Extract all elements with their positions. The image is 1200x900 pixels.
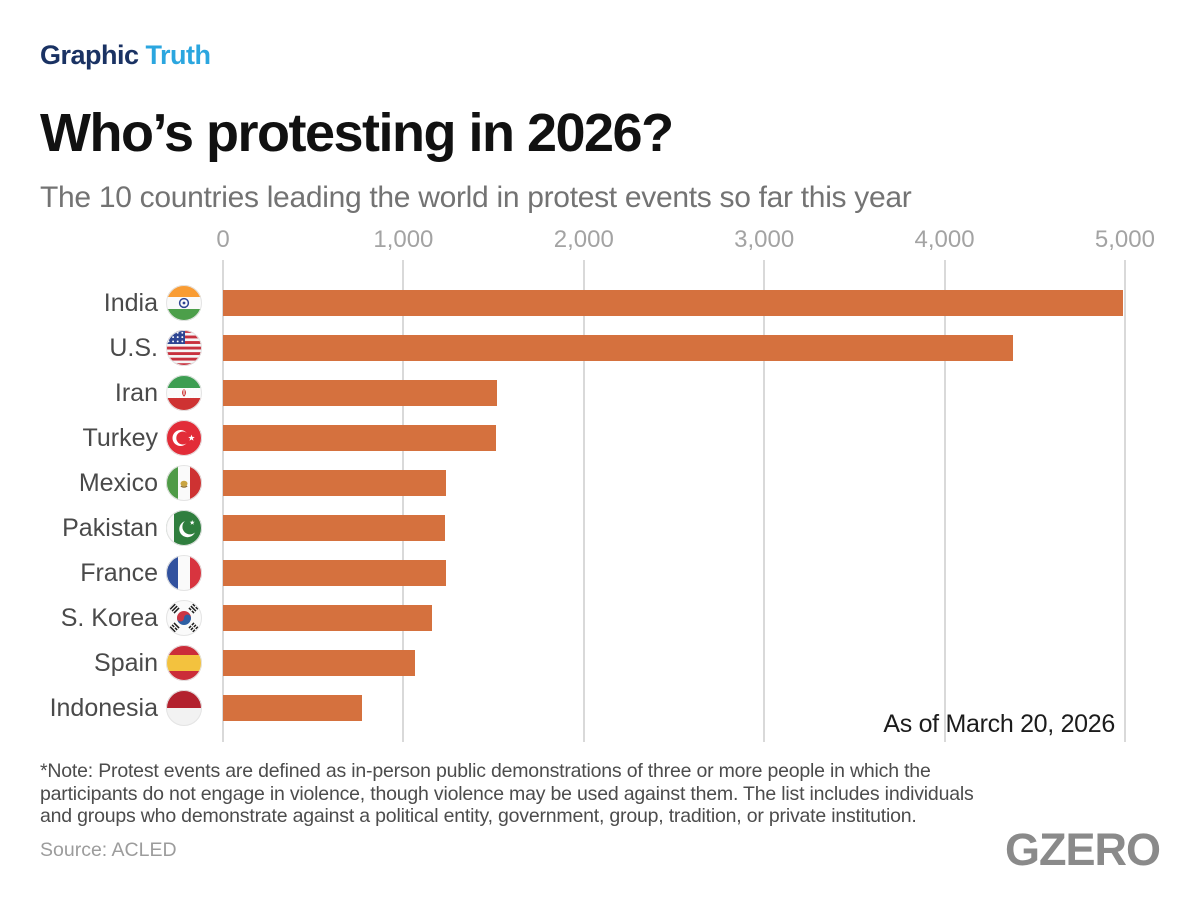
brand-label: Graphic Truth — [40, 40, 211, 71]
gridline — [943, 260, 946, 742]
protest-bar — [223, 335, 1014, 361]
spain-flag-icon — [166, 645, 202, 681]
page-subtitle: The 10 countries leading the world in pr… — [40, 181, 912, 214]
protest-bar — [223, 380, 498, 406]
india-flag-icon — [166, 285, 202, 321]
us-flag-icon — [166, 330, 202, 366]
gridline — [582, 260, 585, 742]
mexico-flag-icon — [166, 465, 202, 501]
x-tick-label: 0 — [216, 226, 230, 253]
footnote-line-3: and groups who demonstrate against a pol… — [40, 805, 917, 827]
source-label: Source: ACLED — [40, 839, 177, 861]
protest-bar — [223, 560, 446, 586]
as-of-date: As of March 20, 2026 — [883, 710, 1115, 738]
country-label: Indonesia — [49, 694, 158, 722]
gridline — [763, 260, 766, 742]
protest-bar — [223, 290, 1124, 316]
x-tick-label: 5,000 — [1094, 226, 1155, 253]
gridline — [402, 260, 405, 742]
gridline — [1123, 260, 1126, 742]
country-label: S. Korea — [60, 604, 158, 632]
pakistan-flag-icon — [166, 510, 202, 546]
footnote: *Note: Protest events are defined as in-… — [40, 760, 974, 828]
turkey-flag-icon — [166, 420, 202, 456]
country-label: Iran — [114, 379, 158, 407]
iran-flag-icon — [166, 375, 202, 411]
footnote-line-1: *Note: Protest events are defined as in-… — [40, 760, 931, 782]
protest-bar — [223, 695, 362, 721]
x-tick-label: 4,000 — [914, 226, 975, 253]
brand-truth: Truth — [145, 40, 212, 70]
protest-bar — [223, 470, 446, 496]
country-label: France — [80, 559, 158, 587]
footnote-line-2: participants do not engage in violence, … — [40, 782, 974, 805]
country-label: Pakistan — [62, 514, 158, 542]
country-label: Spain — [94, 649, 158, 677]
country-label: India — [103, 289, 158, 317]
country-label: U.S. — [109, 334, 158, 362]
protest-bar — [223, 425, 497, 451]
france-flag-icon — [166, 555, 202, 591]
brand-graphic: Graphic — [40, 40, 139, 70]
page-title: Who’s protesting in 2026? — [40, 103, 674, 163]
gzero-logo: GZERO — [1004, 824, 1161, 875]
protest-bar — [223, 650, 416, 676]
protest-bar — [223, 605, 433, 631]
country-label: Turkey — [82, 424, 158, 452]
country-label: Mexico — [78, 469, 158, 497]
south-korea-flag-icon — [166, 600, 202, 636]
protest-bar — [223, 515, 445, 541]
indonesia-flag-icon — [166, 690, 202, 726]
x-tick-label: 2,000 — [553, 226, 614, 253]
x-tick-label: 3,000 — [734, 226, 795, 253]
gridline — [222, 260, 224, 742]
x-tick-label: 1,000 — [373, 226, 434, 253]
